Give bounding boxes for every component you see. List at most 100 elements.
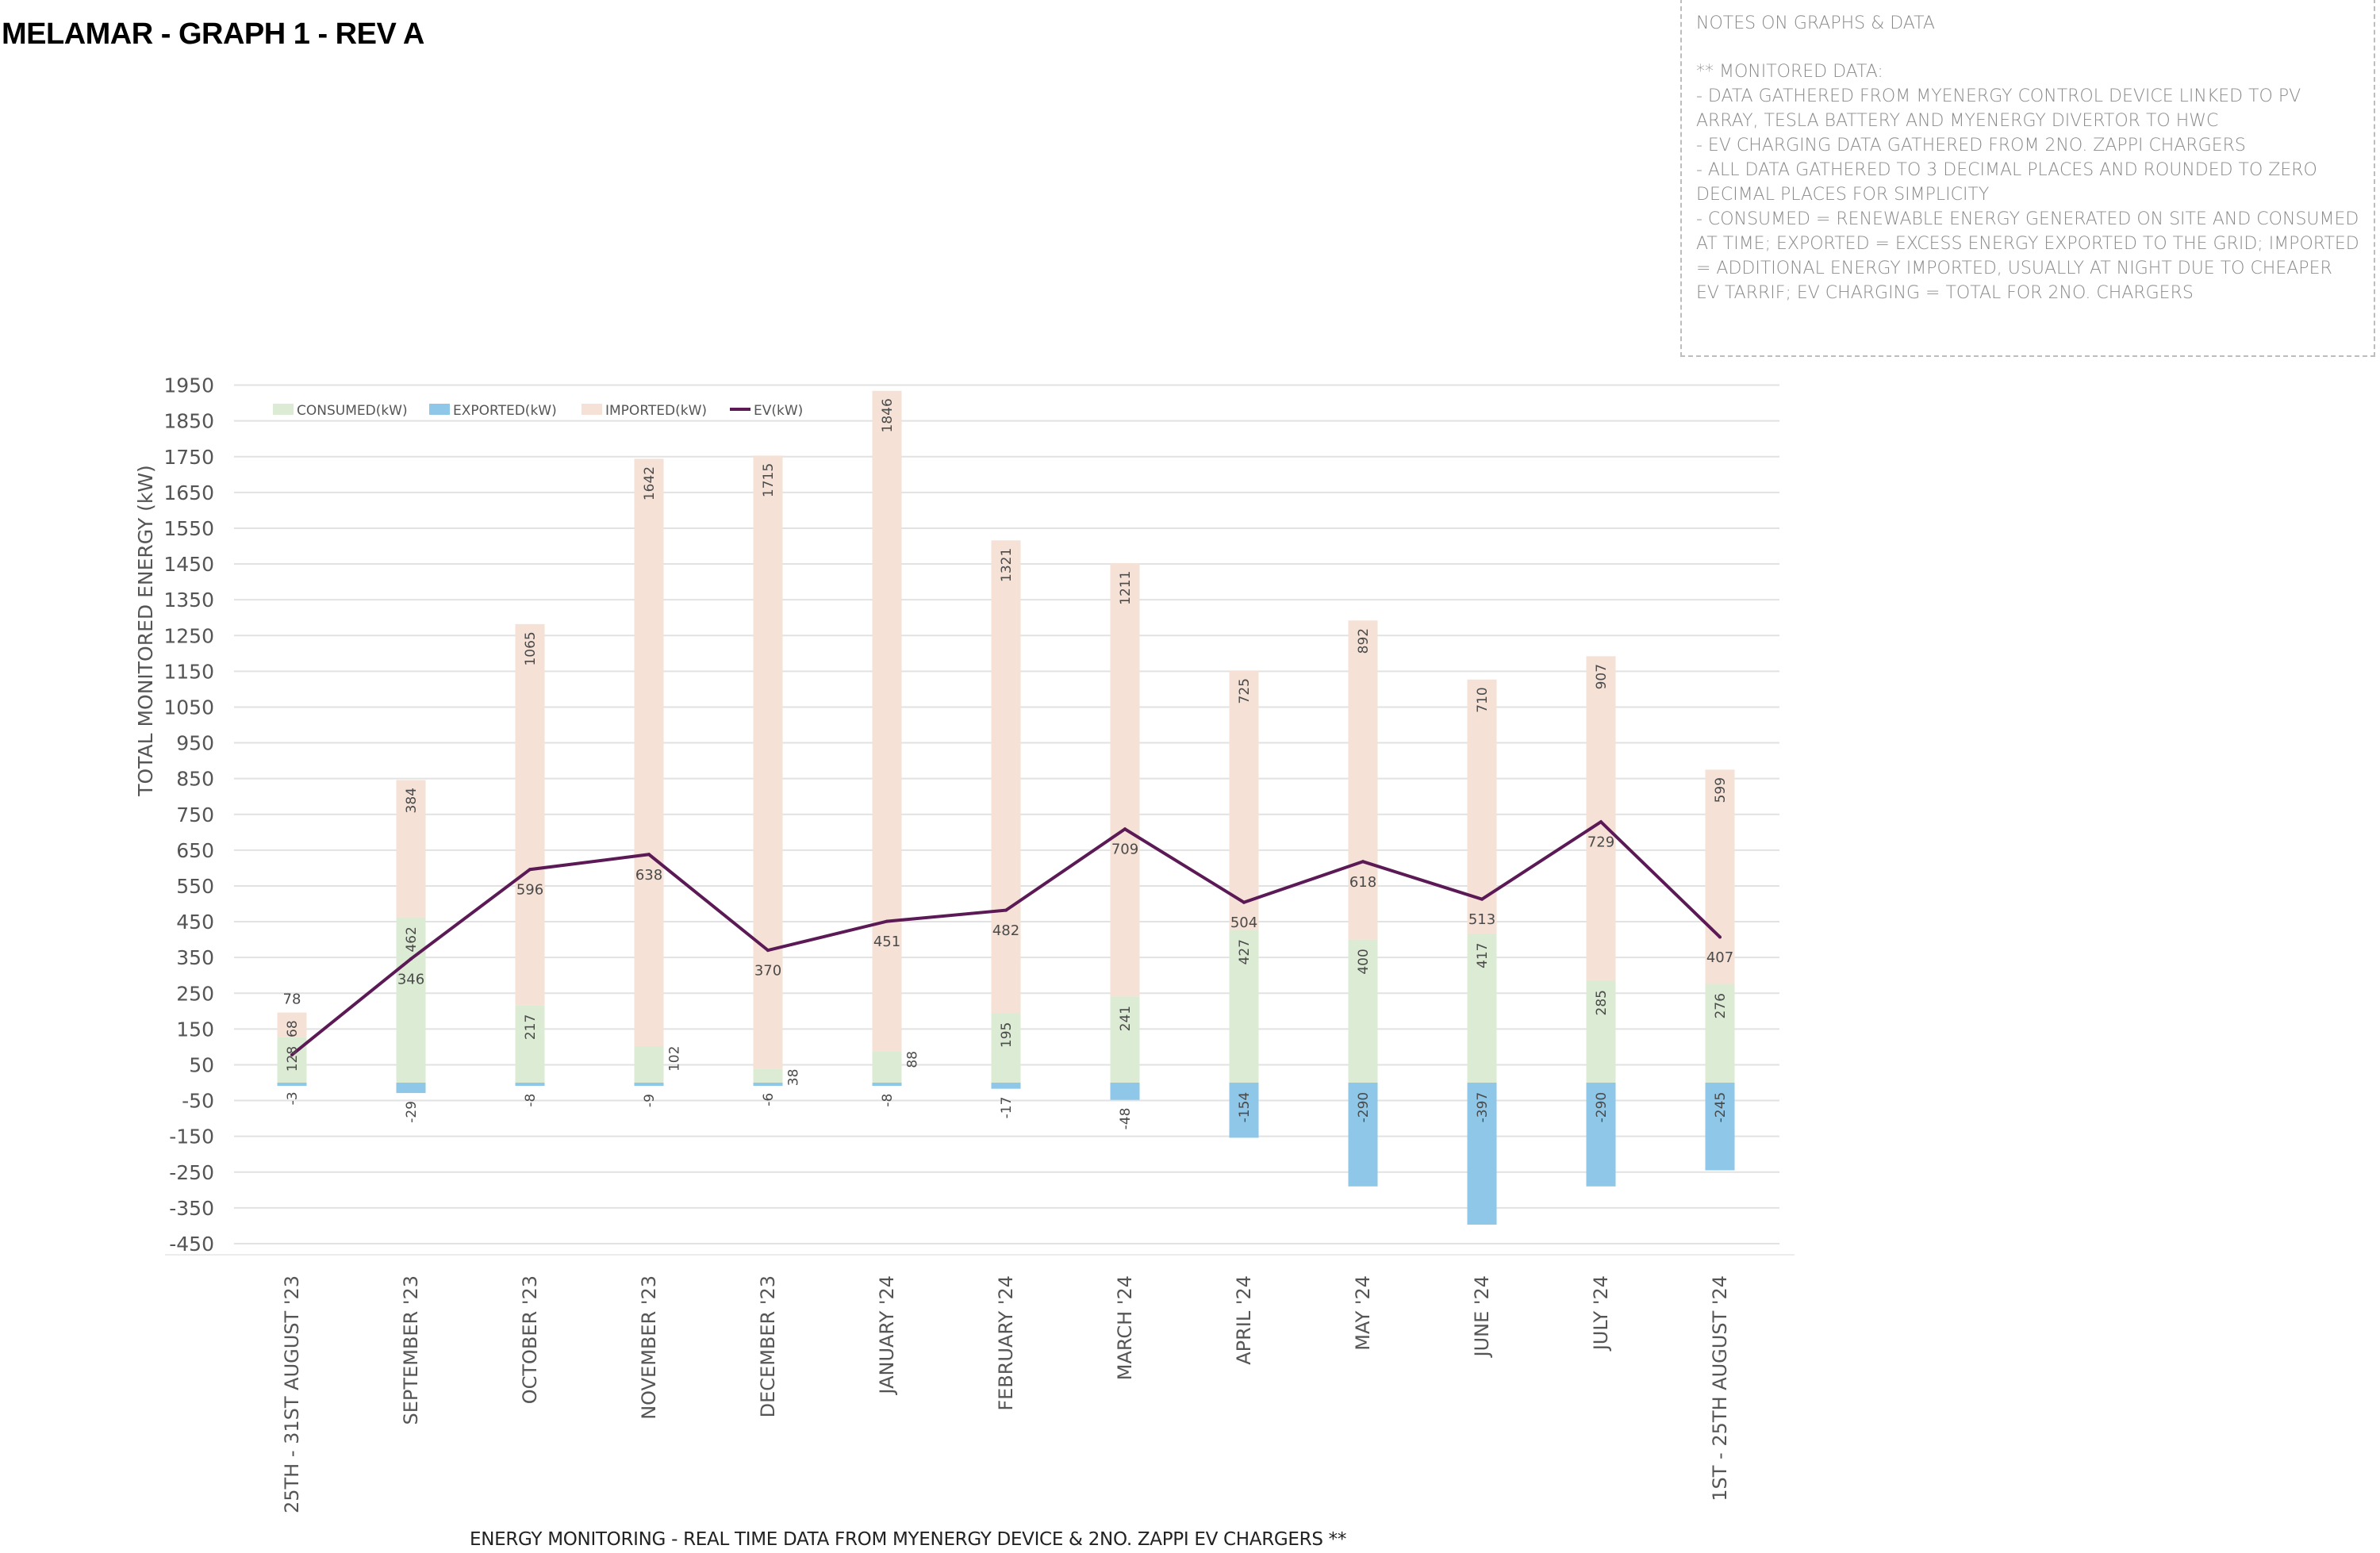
bar-consumed: [1229, 930, 1259, 1083]
data-label-consumed: 427: [1237, 939, 1253, 964]
data-label-imported: 1065: [523, 631, 539, 665]
legend-swatch: [582, 404, 602, 415]
data-label-imported: 68: [285, 1020, 301, 1037]
x-tick-label: SEPTEMBER '23: [400, 1275, 422, 1425]
y-tick-label: 1050: [163, 696, 214, 719]
y-tick-label: 1950: [163, 374, 214, 397]
y-tick-label: 450: [176, 911, 214, 934]
legend-label: CONSUMED(kW): [297, 403, 408, 419]
legend-swatch: [429, 404, 450, 415]
x-tick-label: NOVEMBER '23: [638, 1275, 660, 1420]
data-label-ev: 596: [516, 882, 543, 899]
bar-exported: [515, 1083, 545, 1086]
data-label-imported: 725: [1237, 678, 1253, 704]
ev-point: [528, 868, 532, 872]
ev-point: [647, 853, 651, 857]
bar-exported: [1229, 1083, 1259, 1138]
x-tick-label: 1ST - 25TH AUGUST '24: [1709, 1275, 1731, 1501]
bar-imported: [872, 390, 902, 1052]
data-label-exported: -397: [1475, 1092, 1491, 1123]
y-tick-label: 1150: [163, 660, 214, 683]
y-tick-label: 350: [176, 946, 214, 969]
bar-consumed: [515, 1005, 545, 1083]
y-tick-label: -250: [169, 1161, 214, 1184]
data-labels: 68 -3 128 78 384 -29 462 346 1065 -8 217 596 1642 -9 1…: [283, 398, 1734, 1129]
bar-imported: [1229, 670, 1259, 930]
notes-panel: NOTES ON GRAPHS & DATA ** MONITORED DATA…: [1680, 0, 2375, 357]
data-label-consumed: 417: [1475, 943, 1491, 968]
data-label-exported: -154: [1237, 1092, 1253, 1123]
y-tick-label: -350: [169, 1197, 214, 1220]
data-label-imported: 1642: [642, 466, 658, 500]
legend-label: EV(kW): [754, 403, 803, 419]
bar-consumed: [753, 1068, 783, 1083]
legend: CONSUMED(kW) EXPORTED(kW) IMPORTED(kW) EV(k…: [273, 403, 803, 419]
bar-imported: [753, 455, 783, 1069]
y-tick-label: 1650: [163, 481, 214, 504]
data-label-imported: 1321: [999, 548, 1015, 582]
bar-imported: [1586, 656, 1616, 981]
data-label-ev: 346: [397, 971, 424, 987]
y-tick-label: 1850: [163, 410, 214, 433]
bar-exported: [1705, 1083, 1735, 1171]
data-label-imported: 1846: [880, 398, 896, 432]
bar-consumed: [872, 1051, 902, 1083]
bar-exported: [1348, 1083, 1378, 1187]
data-label-exported: -29: [404, 1101, 420, 1123]
data-label-ev: 638: [635, 867, 662, 884]
y-tick-label: 250: [176, 982, 214, 1005]
data-label-exported: -48: [1118, 1108, 1134, 1130]
page-title: MELAMAR - GRAPH 1 - REV A: [2, 17, 424, 51]
legend-swatch: [273, 404, 294, 415]
data-label-consumed: 400: [1356, 949, 1372, 974]
y-tick-label: 1250: [163, 624, 214, 647]
data-label-consumed: 102: [667, 1046, 683, 1072]
data-label-ev: 513: [1468, 911, 1495, 928]
y-tick-label: 1550: [163, 517, 214, 540]
x-tick-label: MAY '24: [1352, 1275, 1374, 1351]
x-tick-label: 25TH - 31ST AUGUST '23: [281, 1275, 303, 1513]
notes-line: ** MONITORED DATA:: [1696, 62, 1883, 82]
bar-consumed: [1467, 933, 1497, 1083]
ev-point: [1480, 897, 1484, 901]
bar-consumed: [634, 1045, 664, 1083]
y-tick-label: 50: [189, 1053, 214, 1076]
bar-imported: [1348, 620, 1378, 940]
data-label-imported: 892: [1356, 628, 1372, 654]
bar-imported: [1705, 769, 1735, 984]
data-label-exported: -8: [880, 1094, 896, 1107]
y-axis-title: TOTAL MONITORED ENERGY (kW): [134, 465, 157, 797]
data-label-consumed: 195: [999, 1022, 1015, 1048]
bar-imported: [396, 780, 426, 918]
x-tick-label: OCTOBER '23: [519, 1275, 541, 1404]
data-label-exported: -3: [285, 1091, 301, 1105]
notes-line: - CONSUMED = RENEWABLE ENERGY GENERATED …: [1696, 209, 2359, 303]
ev-point: [766, 949, 770, 953]
x-tick-label: JULY '24: [1590, 1275, 1612, 1352]
data-label-exported: -9: [642, 1094, 658, 1107]
x-tick-labels: 25TH - 31ST AUGUST '23 SEPTEMBER '23 OCTOB…: [281, 1275, 1731, 1513]
data-label-ev: 78: [283, 991, 301, 1007]
x-tick-label: APRIL '24: [1233, 1275, 1255, 1365]
bar-imported: [277, 1012, 307, 1037]
bar-consumed: [277, 1037, 307, 1083]
y-tick-label: 650: [176, 839, 214, 862]
notes-line: - ALL DATA GATHERED TO 3 DECIMAL PLACES …: [1696, 160, 2317, 205]
bar-exported: [1586, 1083, 1616, 1187]
data-label-ev: 618: [1349, 874, 1376, 891]
data-label-consumed: 276: [1713, 993, 1729, 1018]
bar-consumed: [396, 917, 426, 1083]
data-label-exported: -245: [1713, 1092, 1729, 1123]
data-label-consumed: 241: [1118, 1006, 1134, 1031]
bar-imported: [515, 623, 545, 1006]
bar-exported: [634, 1083, 664, 1087]
ev-point: [409, 957, 413, 961]
y-tick-label: 1350: [163, 589, 214, 612]
ev-point: [1361, 860, 1365, 864]
data-label-ev: 504: [1230, 915, 1257, 931]
data-label-imported: 1715: [761, 463, 777, 497]
bar-exported: [1467, 1083, 1497, 1225]
y-tick-label: -50: [182, 1090, 214, 1113]
y-tick-labels: 1950 1850 1750 1650 1550 1450 1350 1250 1150 1050…: [163, 374, 214, 1256]
ev-point: [1718, 935, 1722, 939]
